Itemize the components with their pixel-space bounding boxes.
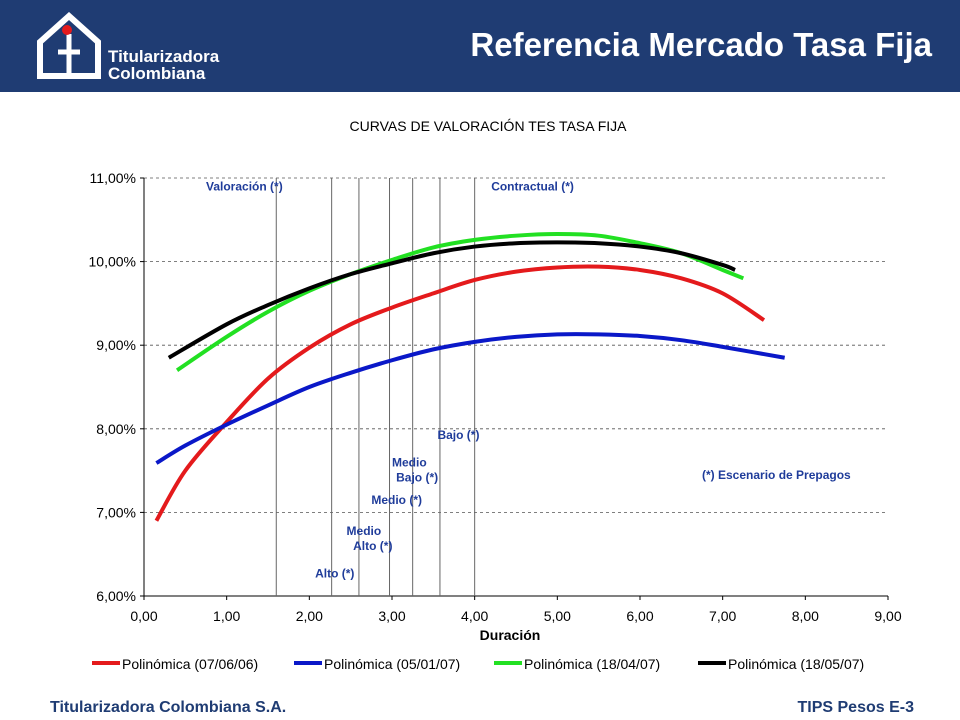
y-tick-label: 11,00% [90, 170, 136, 186]
series-line [155, 332, 786, 465]
x-tick-label: 5,00 [544, 608, 571, 624]
legend-label: Polinómica (18/04/07) [524, 656, 660, 672]
logo-wordmark: Titularizadora Colombiana [108, 48, 219, 82]
legend-label: Polinómica (05/01/07) [324, 656, 460, 672]
x-tick-label: 8,00 [792, 608, 819, 624]
header-bar: Titularizadora Colombiana Referencia Mer… [0, 0, 960, 92]
x-tick-label: 0,00 [130, 608, 157, 624]
legend-label: Polinómica (07/06/06) [122, 656, 258, 672]
series-line [175, 232, 745, 372]
chart-annotation: Bajo (*) [437, 428, 479, 442]
chart-annotation: Medio [347, 524, 382, 538]
y-tick-label: 8,00% [96, 421, 136, 437]
legend-label: Polinómica (18/05/07) [728, 656, 864, 672]
chart-title: CURVAS DE VALORACIÓN TES TASA FIJA [350, 118, 628, 134]
y-tick-label: 9,00% [96, 337, 136, 353]
logo-line-1: Titularizadora [108, 47, 220, 66]
page-title: Referencia Mercado Tasa Fija [470, 26, 932, 63]
chart-annotation: Valoración (*) [206, 180, 283, 194]
y-tick-label: 6,00% [96, 588, 136, 604]
x-tick-label: 1,00 [213, 608, 240, 624]
x-tick-label: 7,00 [709, 608, 736, 624]
logo-line-2: Colombiana [108, 64, 206, 83]
x-tick-label: 6,00 [626, 608, 653, 624]
chart-annotation: Alto (*) [315, 567, 354, 581]
chart-annotation: Contractual (*) [491, 180, 574, 194]
house-logo-icon [37, 11, 101, 79]
series-line [154, 264, 766, 522]
y-tick-label: 10,00% [89, 254, 136, 270]
x-tick-label: 3,00 [378, 608, 405, 624]
footer-company: Titularizadora Colombiana S.A. [50, 699, 287, 716]
x-tick-label: 4,00 [461, 608, 488, 624]
footer-page-code: TIPS Pesos E-3 [797, 699, 915, 716]
chart-annotation: Medio (*) [371, 493, 422, 507]
x-tick-label: 2,00 [296, 608, 323, 624]
y-tick-label: 7,00% [96, 504, 136, 520]
chart-annotation: Bajo (*) [396, 470, 438, 484]
chart-annotation: Alto (*) [353, 539, 392, 553]
x-axis-label: Duración [480, 627, 541, 643]
company-logo [36, 11, 106, 85]
chart-annotation: Medio [392, 455, 427, 469]
series-line [167, 240, 736, 360]
chart-annotation: (*) Escenario de Prepagos [702, 468, 851, 482]
x-tick-label: 9,00 [874, 608, 901, 624]
